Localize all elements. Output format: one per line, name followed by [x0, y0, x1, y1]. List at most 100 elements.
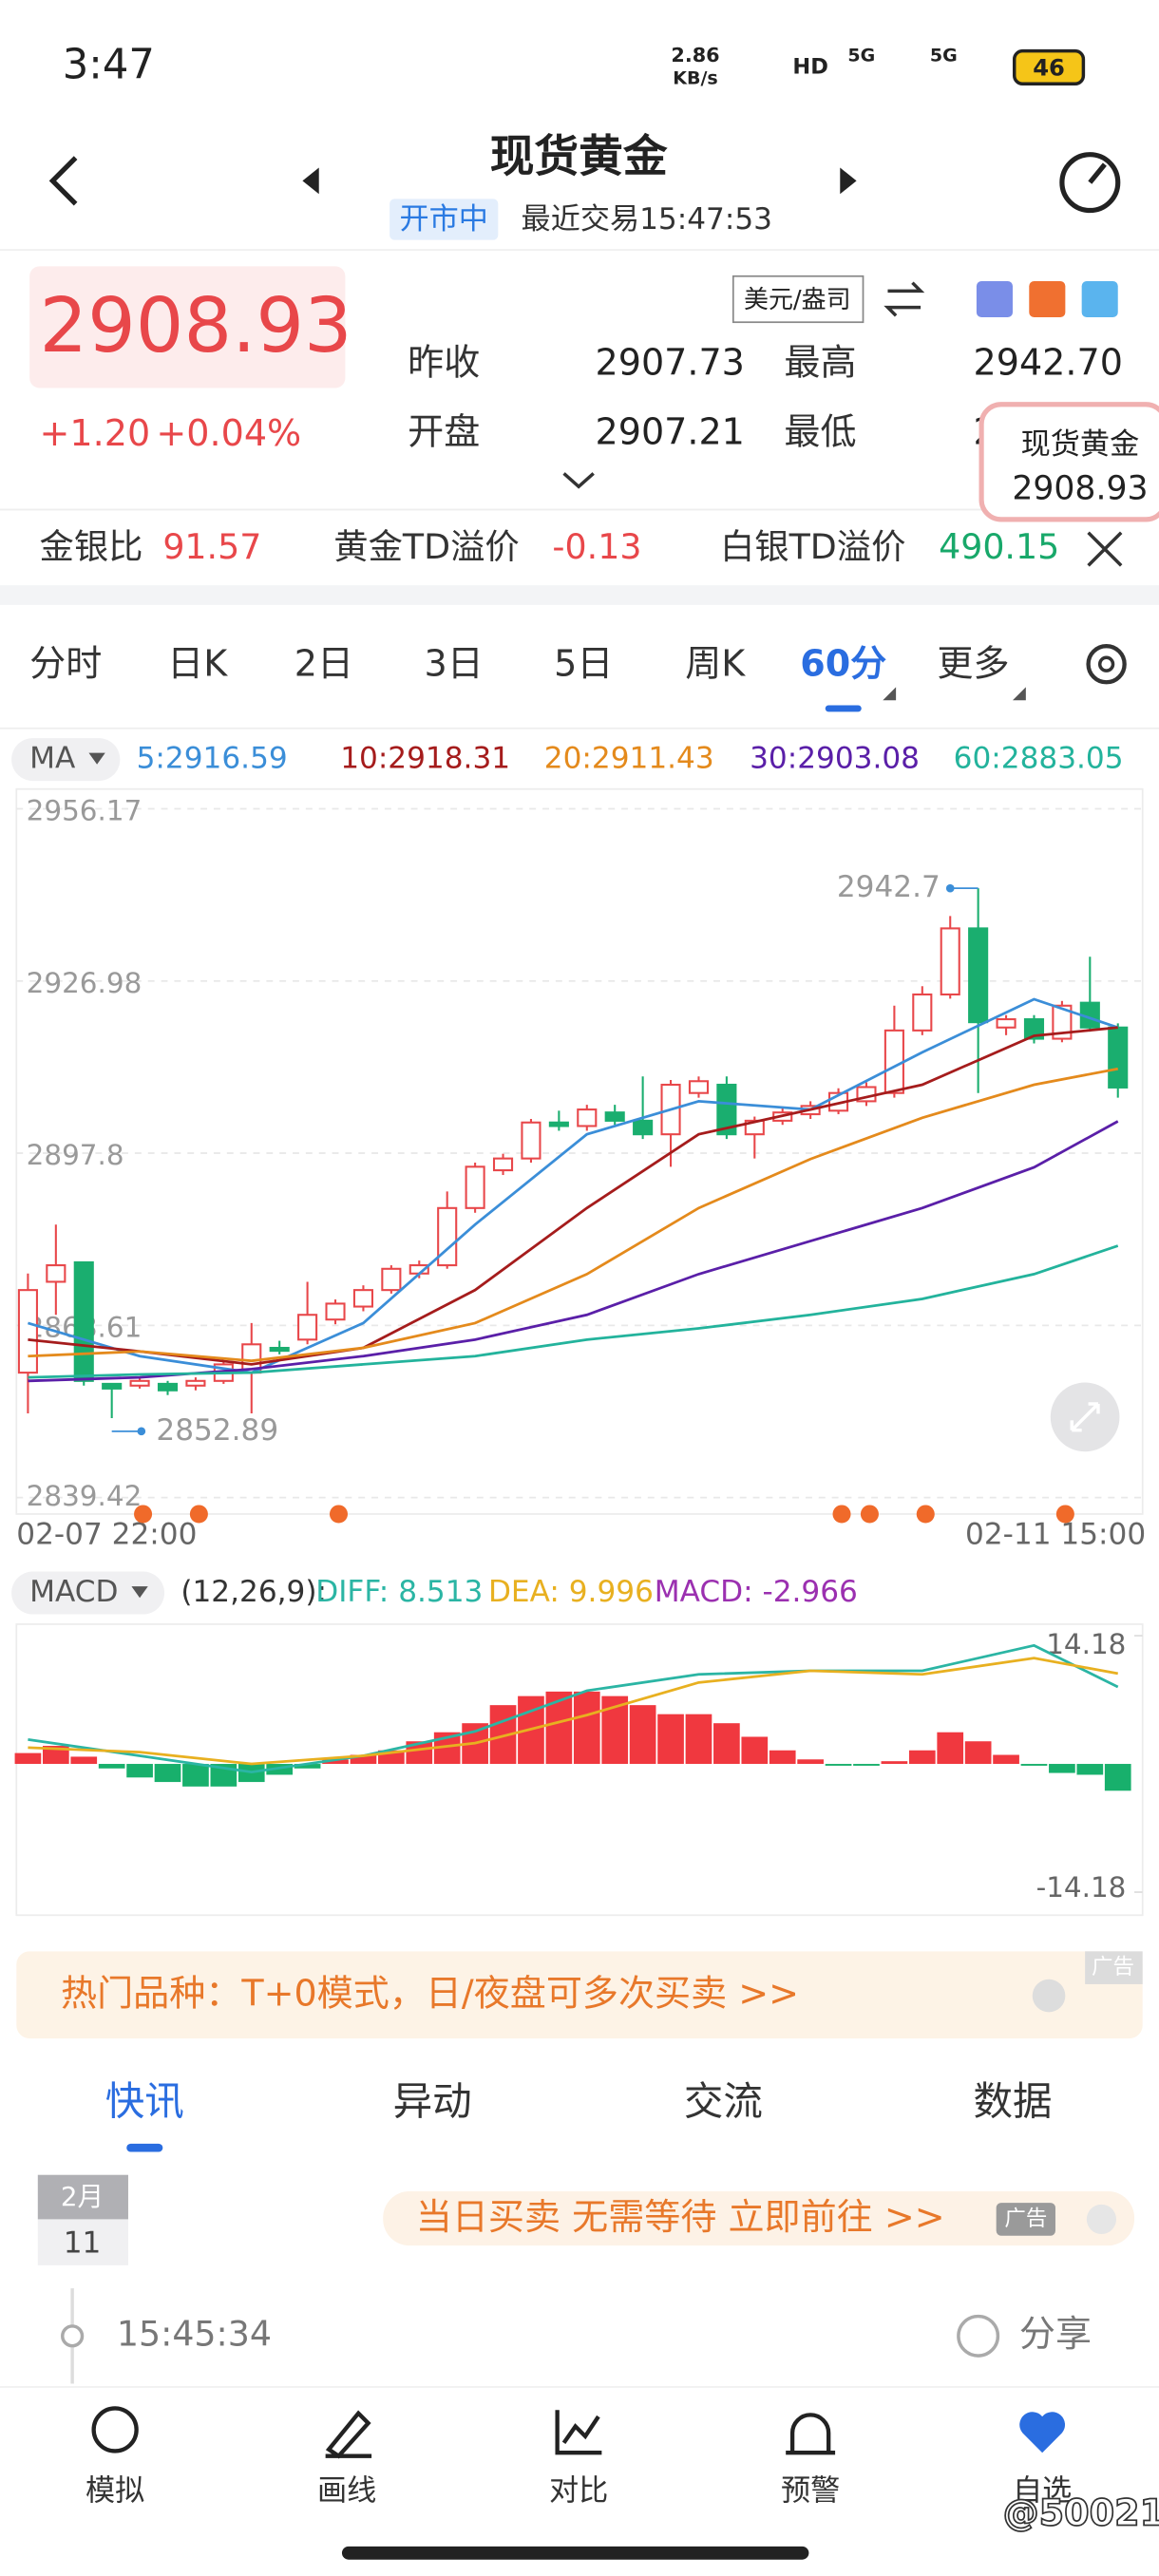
y-tick-label: 2897.8: [27, 1139, 124, 1171]
event-marker[interactable]: [860, 1505, 879, 1524]
nav-icon[interactable]: [555, 2410, 602, 2455]
unit-box[interactable]: [732, 275, 864, 324]
tool-icon[interactable]: [1081, 280, 1118, 318]
event-marker[interactable]: [916, 1505, 935, 1524]
nav-label[interactable]: 画线: [317, 2474, 376, 2509]
nav-icon[interactable]: [325, 2410, 372, 2459]
ma-line: [28, 1244, 1119, 1379]
ad-banner[interactable]: [16, 1951, 1143, 2039]
news-time: 15:45:34: [117, 2313, 272, 2354]
candle-body: [269, 1346, 290, 1353]
nav-label[interactable]: 预警: [781, 2474, 840, 2509]
macd-value: MACD: -2.966: [655, 1575, 858, 1609]
price-box: [29, 266, 346, 388]
stat-label: 开盘: [408, 410, 480, 452]
macd-bar: [881, 1761, 908, 1765]
main-chart-frame: [15, 787, 1144, 1515]
close-ticker[interactable]: [1087, 531, 1123, 567]
macd-bar: [685, 1714, 712, 1765]
nav-label[interactable]: 模拟: [86, 2474, 144, 2509]
ma-value: 30:2903.08: [750, 742, 920, 776]
macd-bar: [42, 1745, 69, 1765]
popup-price: 2908.93: [1012, 470, 1148, 508]
news-ad-text[interactable]: 当日买卖 无需等待 立即前往 >>: [416, 2196, 945, 2238]
candle-body: [716, 1083, 737, 1136]
prev-button[interactable]: [302, 167, 319, 195]
macd-bar: [713, 1723, 740, 1765]
candle-body: [157, 1382, 179, 1392]
period-tab[interactable]: 5日: [554, 642, 613, 684]
macd-line: [28, 1643, 1119, 1774]
change: +1.20: [40, 412, 151, 454]
macd-bar: [294, 1764, 321, 1769]
settings-button[interactable]: [1086, 644, 1127, 685]
candle-body: [46, 1264, 66, 1283]
macd-bar: [1020, 1764, 1048, 1766]
macd-pill[interactable]: [11, 1571, 165, 1615]
unit[interactable]: 美元/盎司: [744, 286, 850, 314]
ad-close[interactable]: [1032, 1979, 1066, 2013]
candle-body: [912, 993, 933, 1032]
candle-body: [688, 1080, 710, 1094]
low-label: 2852.89: [156, 1413, 278, 1448]
tool-icon[interactable]: [976, 280, 1013, 318]
y-tick-label: 2839.42: [27, 1480, 142, 1512]
back-button[interactable]: [48, 156, 78, 206]
nav-icon[interactable]: [91, 2406, 139, 2453]
period-tab[interactable]: 日K: [167, 642, 228, 684]
candle-body: [437, 1206, 458, 1267]
period-tab[interactable]: 分时: [29, 642, 102, 684]
ma-line: [28, 1120, 1119, 1383]
ma-line: [28, 1067, 1118, 1363]
swap-icon[interactable]: [884, 281, 925, 317]
event-marker[interactable]: [329, 1505, 348, 1524]
ticker-label: 金银比: [40, 526, 143, 567]
event-marker[interactable]: [832, 1505, 851, 1524]
candle-body: [940, 927, 960, 996]
tool-icon[interactable]: [1029, 280, 1066, 318]
nav-label[interactable]: 对比: [549, 2474, 608, 2509]
nav-label[interactable]: 自选: [1013, 2474, 1072, 2509]
high-label: 2942.7: [837, 870, 940, 904]
ad-tag: 广告: [1092, 1955, 1134, 1979]
gear-hub: [1097, 655, 1115, 672]
ad-text[interactable]: 热门品种：T+0模式，日/夜盘可多次买卖 >>: [61, 1973, 799, 2015]
stat-label: 昨收: [408, 342, 480, 384]
nav-icon[interactable]: [1019, 2412, 1066, 2453]
news-tab[interactable]: 异动: [393, 2077, 472, 2124]
event-marker[interactable]: [1055, 1505, 1074, 1524]
ticker-label: 白银TD溢价: [720, 526, 905, 567]
ma-label[interactable]: MA: [29, 742, 76, 776]
price-popup: [978, 402, 1159, 522]
period-tab[interactable]: 2日: [294, 642, 353, 684]
period-tab[interactable]: 3日: [424, 642, 483, 684]
ma-pill[interactable]: [11, 738, 121, 782]
net-speed: 2.86: [671, 44, 719, 66]
news-tab[interactable]: 快讯: [105, 2077, 184, 2124]
news-tab[interactable]: 数据: [973, 2077, 1052, 2124]
nav-icon[interactable]: [786, 2413, 836, 2455]
y-tick-label: -14.18: [1036, 1871, 1127, 1904]
date-day-bg: [37, 2219, 128, 2265]
period-tab[interactable]: 更多: [937, 642, 1009, 684]
event-marker[interactable]: [189, 1505, 208, 1524]
news-tab[interactable]: 交流: [684, 2077, 763, 2124]
candle-body: [297, 1314, 318, 1341]
y-tick-label: 2926.98: [27, 967, 142, 999]
event-marker[interactable]: [134, 1505, 153, 1524]
next-button[interactable]: [840, 167, 857, 195]
share-icon[interactable]: [957, 2314, 1000, 2358]
news-ad[interactable]: [383, 2191, 1135, 2246]
period-tab[interactable]: 60分: [800, 642, 886, 684]
refresh-button[interactable]: [1059, 152, 1121, 214]
net-speed-unit: KB/s: [673, 68, 717, 89]
macd-bar: [1049, 1764, 1075, 1773]
news-ad-close[interactable]: [1086, 2204, 1117, 2235]
macd-label[interactable]: MACD: [29, 1575, 118, 1609]
expand-chevron[interactable]: [562, 472, 595, 489]
x-tick-label: 02-11 15:00: [965, 1517, 1146, 1551]
news-ad-tag: 广告: [1004, 2207, 1047, 2231]
share-label[interactable]: 分享: [1019, 2313, 1092, 2355]
period-tab[interactable]: 周K: [685, 642, 746, 684]
macd-bar: [908, 1750, 936, 1765]
